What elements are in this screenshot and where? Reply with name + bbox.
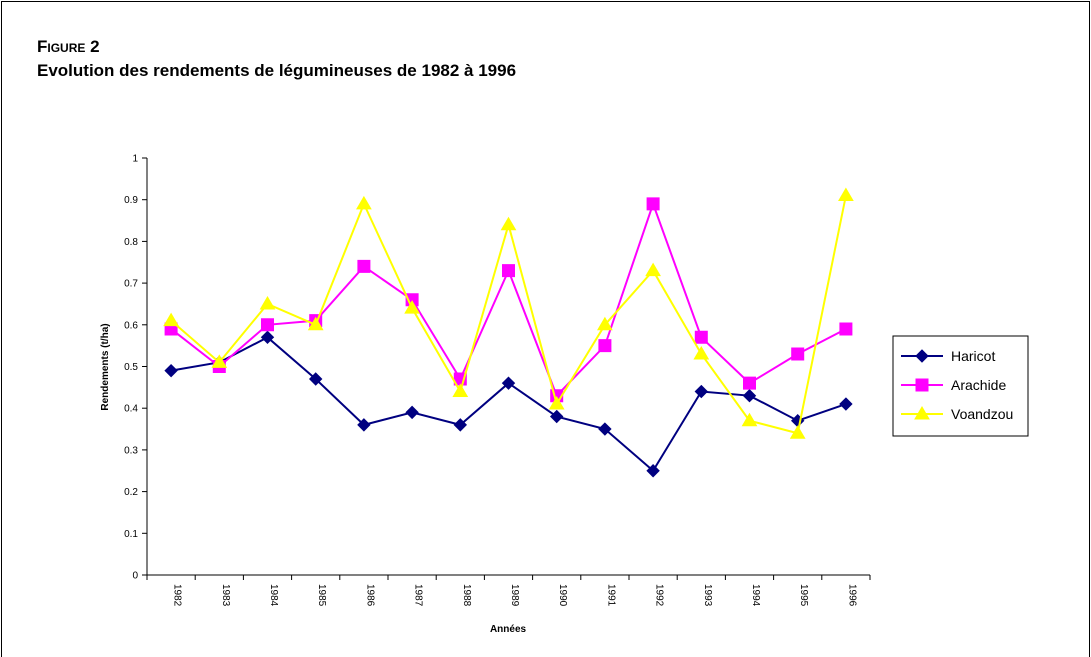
figure-label: Figure 2 bbox=[37, 37, 100, 56]
x-tick-label: 1990 bbox=[557, 584, 568, 607]
y-tick-label: 0.6 bbox=[124, 320, 138, 331]
marker bbox=[915, 378, 929, 392]
x-tick-label: 1995 bbox=[798, 584, 809, 607]
marker bbox=[357, 259, 371, 273]
x-tick-label: 1992 bbox=[654, 584, 665, 607]
marker bbox=[598, 422, 612, 436]
marker bbox=[694, 330, 708, 344]
marker bbox=[598, 339, 612, 353]
y-tick-label: 0.3 bbox=[124, 445, 138, 456]
y-tick-label: 0 bbox=[132, 571, 138, 582]
series-line bbox=[170, 336, 847, 473]
marker bbox=[502, 264, 515, 278]
x-axis-label: Années bbox=[490, 624, 527, 635]
marker bbox=[549, 409, 564, 424]
marker bbox=[597, 316, 613, 331]
marker bbox=[839, 397, 853, 411]
chart-title: Evolution des rendements de légumineuses… bbox=[37, 61, 516, 80]
x-tick-label: 1994 bbox=[750, 584, 761, 607]
marker bbox=[915, 349, 929, 363]
marker bbox=[453, 418, 468, 432]
marker bbox=[838, 187, 854, 202]
x-tick-label: 1993 bbox=[702, 584, 713, 607]
x-tick-label: 1985 bbox=[316, 584, 327, 607]
x-tick-label: 1983 bbox=[220, 584, 231, 607]
y-tick-label: 0.8 bbox=[124, 237, 138, 248]
marker bbox=[163, 312, 179, 327]
x-tick-label: 1991 bbox=[605, 584, 616, 607]
marker bbox=[211, 354, 228, 368]
y-tick-label: 0.4 bbox=[124, 404, 138, 415]
x-tick-label: 1986 bbox=[364, 584, 375, 607]
marker bbox=[743, 376, 756, 390]
marker bbox=[260, 330, 275, 345]
marker bbox=[914, 406, 930, 420]
marker bbox=[501, 376, 516, 390]
marker bbox=[452, 383, 469, 398]
marker bbox=[839, 322, 853, 336]
marker bbox=[645, 262, 661, 277]
marker bbox=[357, 418, 371, 432]
marker bbox=[404, 300, 420, 314]
marker bbox=[308, 372, 323, 386]
marker bbox=[356, 195, 372, 210]
marker bbox=[307, 316, 324, 331]
marker bbox=[693, 345, 710, 360]
marker bbox=[646, 464, 660, 478]
marker bbox=[405, 405, 419, 420]
marker bbox=[164, 363, 178, 378]
series-line bbox=[170, 200, 847, 398]
marker bbox=[694, 384, 709, 399]
y-tick-label: 0.1 bbox=[124, 529, 138, 540]
marker bbox=[742, 388, 757, 403]
y-tick-label: 1 bbox=[132, 154, 138, 165]
y-tick-label: 0.2 bbox=[124, 487, 138, 498]
y-tick-label: 0.5 bbox=[124, 362, 138, 373]
x-tick-label: 1988 bbox=[461, 584, 472, 607]
marker bbox=[741, 412, 758, 427]
x-tick-label: 1987 bbox=[413, 584, 424, 607]
y-tick-label: 0.7 bbox=[124, 279, 138, 290]
x-tick-label: 1996 bbox=[846, 584, 857, 607]
legend-label: Arachide bbox=[951, 377, 1006, 393]
marker bbox=[261, 318, 274, 332]
marker bbox=[646, 197, 660, 211]
y-tick-label: 0.9 bbox=[124, 195, 138, 206]
x-tick-label: 1989 bbox=[509, 584, 520, 607]
legend-label: Haricot bbox=[951, 348, 995, 364]
x-tick-label: 1984 bbox=[268, 584, 279, 607]
marker bbox=[791, 347, 805, 361]
marker bbox=[548, 396, 565, 410]
marker bbox=[500, 216, 517, 231]
x-tick-label: 1982 bbox=[172, 584, 183, 607]
legend-label: Voandzou bbox=[951, 406, 1013, 422]
y-axis-label: Rendements (t/ha) bbox=[100, 323, 111, 410]
marker bbox=[789, 425, 806, 439]
marker bbox=[259, 295, 276, 310]
